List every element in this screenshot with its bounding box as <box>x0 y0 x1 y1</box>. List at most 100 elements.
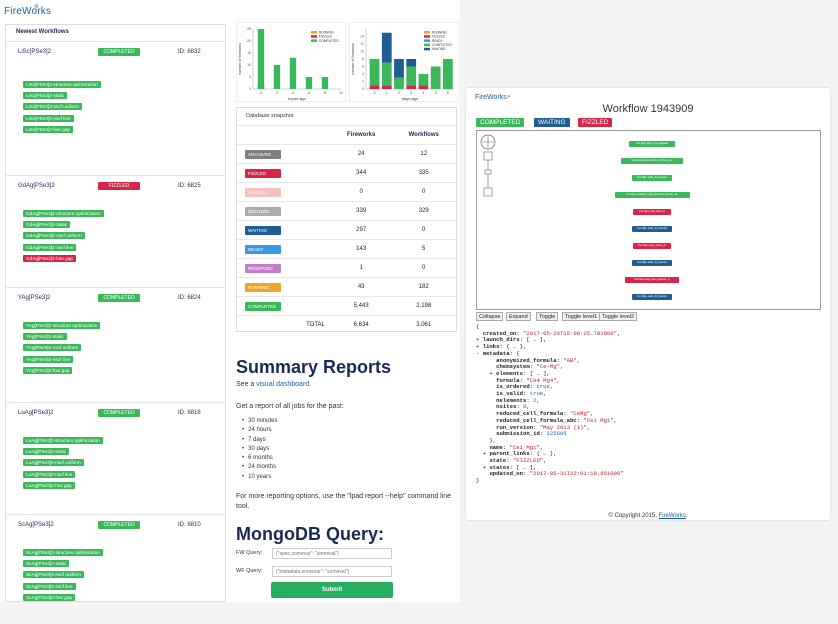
firework-badge[interactable]: YAg[PSe3]2-nscf uniform <box>23 344 82 352</box>
firework-badge[interactable]: LuAg[PSe3]2-static <box>23 448 70 456</box>
firework-badge[interactable]: YAg[PSe3]2-structure optimization <box>23 322 101 329</box>
toggle-button[interactable]: Toggle <box>536 312 559 321</box>
workflows-count[interactable]: 182 <box>391 277 456 297</box>
fireworks-count[interactable]: 24 <box>330 144 392 164</box>
firework-badge[interactable]: LuAg[PSe3]2-nscf line <box>23 470 76 478</box>
graph-node[interactable]: Ce1 Mg4--relaxation_add_optimized_struct… <box>614 192 690 198</box>
workflows-count[interactable]: 0 <box>391 220 456 240</box>
state-badge[interactable]: RUNNING <box>245 282 281 292</box>
state-badge[interactable]: READY <box>245 244 281 254</box>
x-tick-label: 2 <box>398 91 400 95</box>
firework-badge[interactable]: LiSc[PSe3]2-hse gap <box>23 125 74 133</box>
workflows-count[interactable]: 12 <box>391 144 456 164</box>
toggle-level1-button[interactable]: Toggle level1 <box>562 312 601 321</box>
firework-badge[interactable]: LiSc[PSe3]2-nscf uniform <box>23 103 82 111</box>
table-row: PAUSED 0 0 <box>237 182 456 202</box>
table-row: COMPLETED 5,443 2,198 <box>237 296 456 316</box>
fireworks-count[interactable]: 0 <box>330 182 392 202</box>
firework-badge[interactable]: LiSc[PSe3]2-nscf line <box>23 114 74 122</box>
submit-button[interactable]: Submit <box>271 582 393 598</box>
report-period-link[interactable]: 24 hours <box>242 427 277 436</box>
zoom-slider-handle[interactable] <box>484 169 492 175</box>
collapse-button[interactable]: Collapse <box>476 312 504 321</box>
state-badge[interactable]: DEFUSED <box>245 206 281 216</box>
workflow-name[interactable]: LuAg[PSe3]2 <box>18 410 54 416</box>
firework-badge[interactable]: ScAg[PSe3]2-nscf line <box>23 582 76 590</box>
fireworks-count[interactable]: 344 <box>330 163 392 183</box>
report-period-link[interactable]: 30 minutes <box>242 418 277 427</box>
report-period-link[interactable]: 10 years <box>242 474 277 483</box>
graph-node[interactable]: Ce1 Mg4--static_db_insertion <box>632 260 672 266</box>
zoom-in-icon[interactable] <box>483 151 493 161</box>
graph-node[interactable]: Ce1 Mg4--add_to_fw_database <box>629 141 675 147</box>
firework-badge[interactable]: LiSc[PSe3]2-static <box>23 92 68 100</box>
fireworks-count[interactable]: 43 <box>330 277 392 297</box>
bar-completed <box>305 77 313 89</box>
graph-node[interactable]: Ce1 Mg4--static_optimize_structure_gen <box>621 158 683 164</box>
graph-node[interactable]: Ce1 Mg4--vasp_static_sf <box>633 209 671 215</box>
fireworks-logo[interactable]: FireWorks ✳ <box>4 2 51 17</box>
fireworks-count[interactable]: 297 <box>330 220 392 240</box>
state-badge[interactable]: PAUSED <box>245 187 281 197</box>
workflow-name[interactable]: LiSc[PSe3]2 <box>18 49 52 55</box>
expand-button[interactable]: Expand <box>506 312 531 321</box>
state-badge[interactable]: FIZZLED <box>245 168 281 178</box>
report-period-link[interactable]: 30 days <box>242 446 277 455</box>
visual-dashboard-link[interactable]: visual dashboard <box>256 381 310 388</box>
workflow-name[interactable]: GdAg[PSe3]2 <box>18 183 55 189</box>
graph-zoom-control[interactable] <box>480 134 500 214</box>
firework-badge[interactable]: GdAg[PSe3]2-nscf uniform <box>23 232 85 240</box>
json-line: nsites: 8, <box>496 403 530 411</box>
workflows-count[interactable]: 5 <box>391 239 456 259</box>
graph-node[interactable]: Ce1 Mg4--static_db_insertion <box>632 175 672 181</box>
workflows-count[interactable]: 329 <box>391 201 456 221</box>
firework-badge[interactable]: LiSc[PSe3]2-structure optimization <box>23 81 101 88</box>
state-badge[interactable]: RESERVED <box>245 263 281 273</box>
report-period-link[interactable]: 7 days <box>242 437 277 446</box>
workflow-name[interactable]: YAg[PSe3]2 <box>18 295 51 301</box>
workflow-state-badge: COMPLETED <box>98 521 140 529</box>
copyright-link[interactable]: FireWorks <box>658 513 686 519</box>
report-period-link[interactable]: 24 months <box>242 464 277 473</box>
zoom-out-icon[interactable] <box>483 187 493 197</box>
firework-badge[interactable]: ScAg[PSe3]2-static <box>23 560 70 568</box>
firework-badge[interactable]: YAg[PSe3]2-static <box>23 333 67 341</box>
toggle-level2-button[interactable]: Toggle level2 <box>599 312 638 321</box>
workflows-count[interactable]: 335 <box>391 163 456 183</box>
detail-logo[interactable]: FireWorks✳ <box>475 94 511 101</box>
firework-badge[interactable]: ScAg[PSe3]2-nscf uniform <box>23 571 84 579</box>
firework-badge[interactable]: ScAg[PSe3]2-hse gap <box>23 593 76 601</box>
firework-badge[interactable]: LuAg[PSe3]2-hse gap <box>23 481 75 489</box>
firework-badge[interactable]: YAg[PSe3]2-nscf line <box>23 355 73 363</box>
fireworks-count[interactable]: 5,443 <box>330 296 392 316</box>
fireworks-count[interactable]: 1 <box>330 258 392 278</box>
firework-badge[interactable]: YAg[PSe3]2-hse gap <box>23 366 73 374</box>
graph-node[interactable]: Ce1 Mg4--static_db_insertion <box>632 294 672 300</box>
state-badge[interactable]: COMPLETED <box>245 301 281 311</box>
x-tick-label: 4 <box>422 91 424 95</box>
workflows-count[interactable]: 0 <box>391 182 456 202</box>
workflows-count[interactable]: 2,198 <box>391 296 456 316</box>
graph-node[interactable]: Ce1 Mg4--vasp_band_structure_sf <box>625 277 679 283</box>
firework-badge[interactable]: GdAg[PSe3]2-structure optimization <box>23 210 104 217</box>
fireworks-count[interactable]: 339 <box>330 201 392 221</box>
graph-node[interactable]: Ce1 Mg4--vasp_uniform_sf <box>633 243 671 249</box>
firework-badge[interactable]: GdAg[PSe3]2-hse gap <box>23 254 76 262</box>
state-badge[interactable]: ARCHIVED <box>245 149 281 159</box>
workflows-count[interactable]: 0 <box>391 258 456 278</box>
report-period-link[interactable]: 6 months <box>242 455 277 464</box>
firework-badge[interactable]: GdAg[PSe3]2-static <box>23 221 71 229</box>
firework-badge[interactable]: ScAg[PSe3]2-structure optimization <box>23 549 103 556</box>
workflow-graph[interactable]: Ce1 Mg4--add_to_fw_database Ce1 Mg4--stat… <box>476 130 821 310</box>
fw-query-input[interactable] <box>272 548 392 559</box>
firework-badge[interactable]: GdAg[PSe3]2-nscf line <box>23 243 77 251</box>
state-badge[interactable]: WAITING <box>245 225 281 235</box>
firework-badge[interactable]: LuAg[PSe3]2-structure optimization <box>23 437 103 444</box>
fireworks-count[interactable]: 143 <box>330 239 392 259</box>
y-tick-label: 10 <box>247 63 251 67</box>
workflow-name[interactable]: ScAg[PSe3]2 <box>18 522 54 528</box>
wf-query-input[interactable] <box>272 566 392 577</box>
workflow-json-tree[interactable]: { created_on: "2017-05-29T15:00:25.78100… <box>476 323 821 485</box>
graph-node[interactable]: Ce1 Mg4--static_db_insertion <box>632 226 672 232</box>
firework-badge[interactable]: LuAg[PSe3]2-nscf uniform <box>23 459 84 467</box>
